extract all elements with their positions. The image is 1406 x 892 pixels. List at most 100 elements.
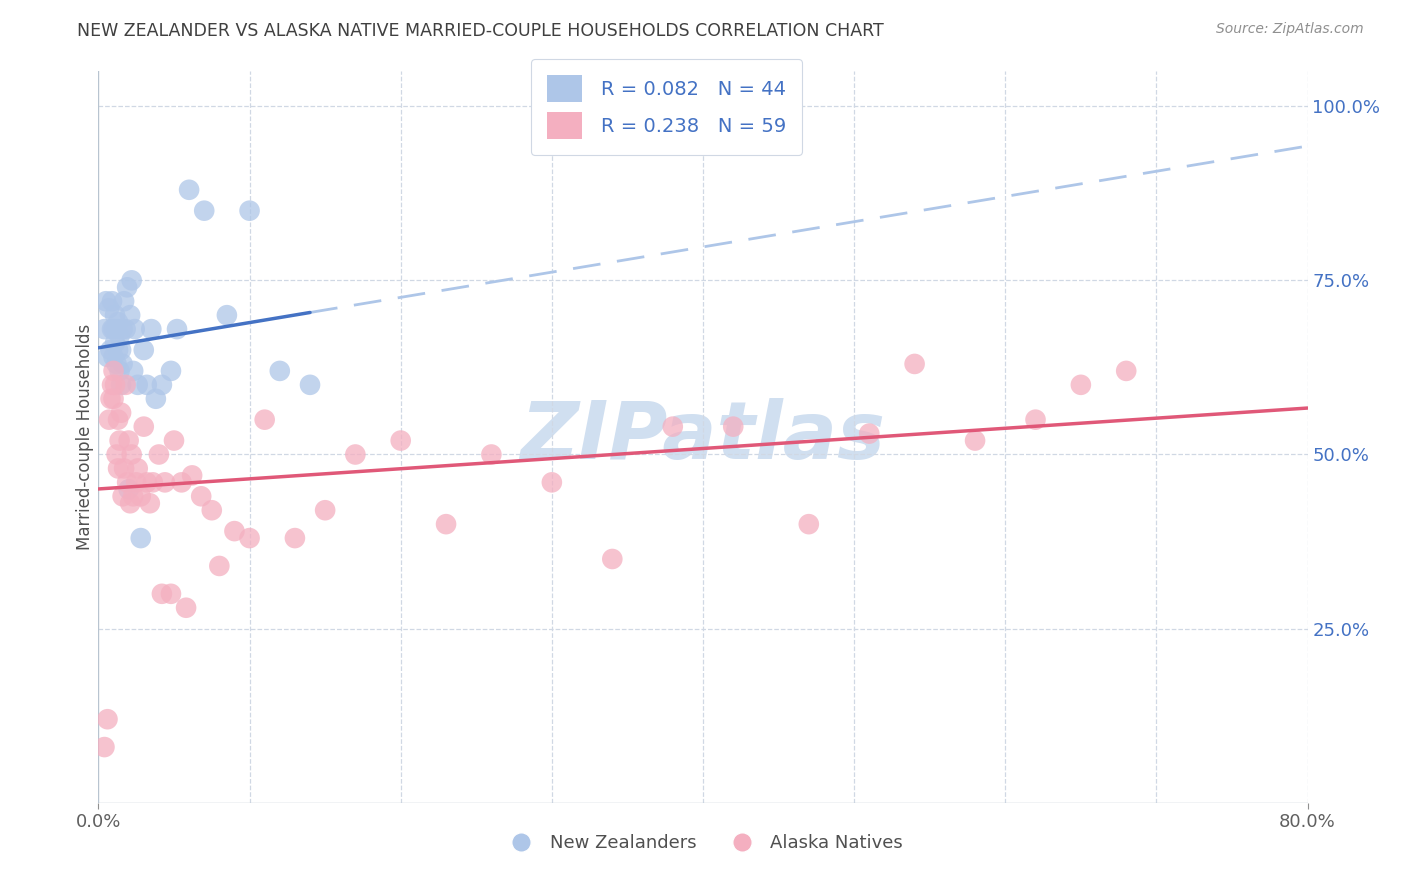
Point — [174, 600, 197, 615]
Point — [434, 517, 457, 532]
Point — [107, 412, 129, 426]
Point — [142, 475, 165, 490]
Point — [110, 377, 132, 392]
Point — [139, 496, 162, 510]
Point — [135, 377, 157, 392]
Point — [129, 531, 152, 545]
Point — [105, 322, 128, 336]
Point — [96, 712, 118, 726]
Point — [145, 392, 167, 406]
Point — [122, 489, 145, 503]
Point — [121, 273, 143, 287]
Point — [115, 475, 138, 490]
Point — [127, 377, 149, 392]
Point — [112, 461, 135, 475]
Point — [481, 448, 503, 462]
Point — [858, 426, 880, 441]
Point — [179, 183, 201, 197]
Point — [344, 448, 367, 462]
Y-axis label: Married-couple Households: Married-couple Households — [76, 324, 94, 550]
Point — [661, 419, 683, 434]
Point — [111, 322, 134, 336]
Point — [723, 419, 745, 434]
Point — [1024, 412, 1046, 426]
Text: ZIPatlas: ZIPatlas — [520, 398, 886, 476]
Point — [150, 587, 173, 601]
Point — [101, 294, 124, 309]
Point — [103, 322, 125, 336]
Point — [118, 434, 141, 448]
Point — [129, 489, 152, 503]
Point — [107, 315, 129, 329]
Point — [101, 322, 124, 336]
Point — [104, 308, 127, 322]
Point — [127, 461, 149, 475]
Point — [94, 294, 117, 309]
Point — [170, 475, 193, 490]
Point — [100, 392, 122, 406]
Point — [103, 392, 125, 406]
Point — [224, 524, 246, 538]
Point — [111, 357, 134, 371]
Point — [141, 322, 163, 336]
Point — [540, 475, 562, 490]
Point — [239, 531, 262, 545]
Point — [153, 475, 176, 490]
Point — [101, 377, 124, 392]
Point — [112, 294, 135, 309]
Point — [121, 448, 143, 462]
Point — [105, 357, 128, 371]
Point — [122, 364, 145, 378]
Point — [215, 308, 238, 322]
Point — [103, 364, 125, 378]
Point — [125, 475, 148, 490]
Point — [110, 406, 132, 420]
Point — [107, 343, 129, 357]
Point — [100, 343, 122, 357]
Point — [150, 377, 173, 392]
Point — [114, 322, 136, 336]
Point — [797, 517, 820, 532]
Point — [904, 357, 927, 371]
Point — [253, 412, 276, 426]
Point — [1070, 377, 1092, 392]
Point — [160, 364, 183, 378]
Point — [193, 203, 215, 218]
Point — [104, 336, 127, 351]
Point — [110, 343, 132, 357]
Point — [111, 489, 134, 503]
Point — [314, 503, 336, 517]
Point — [181, 468, 204, 483]
Point — [98, 412, 121, 426]
Point — [201, 503, 224, 517]
Text: Source: ZipAtlas.com: Source: ZipAtlas.com — [1216, 22, 1364, 37]
Point — [114, 377, 136, 392]
Point — [103, 350, 125, 364]
Point — [389, 434, 412, 448]
Point — [965, 434, 987, 448]
Point — [602, 552, 624, 566]
Point — [135, 475, 157, 490]
Point — [299, 377, 322, 392]
Point — [93, 322, 115, 336]
Point — [93, 740, 115, 755]
Point — [239, 203, 262, 218]
Point — [160, 587, 183, 601]
Point — [132, 419, 155, 434]
Point — [108, 434, 131, 448]
Point — [124, 322, 146, 336]
Point — [208, 558, 231, 573]
Point — [166, 322, 188, 336]
Point — [115, 280, 138, 294]
Point — [120, 308, 142, 322]
Point — [120, 496, 142, 510]
Point — [104, 377, 127, 392]
Point — [148, 448, 170, 462]
Point — [96, 350, 118, 364]
Point — [108, 329, 131, 343]
Legend: New Zealanders, Alaska Natives: New Zealanders, Alaska Natives — [495, 827, 911, 860]
Text: NEW ZEALANDER VS ALASKA NATIVE MARRIED-COUPLE HOUSEHOLDS CORRELATION CHART: NEW ZEALANDER VS ALASKA NATIVE MARRIED-C… — [77, 22, 884, 40]
Point — [284, 531, 307, 545]
Point — [118, 483, 141, 497]
Point — [108, 364, 131, 378]
